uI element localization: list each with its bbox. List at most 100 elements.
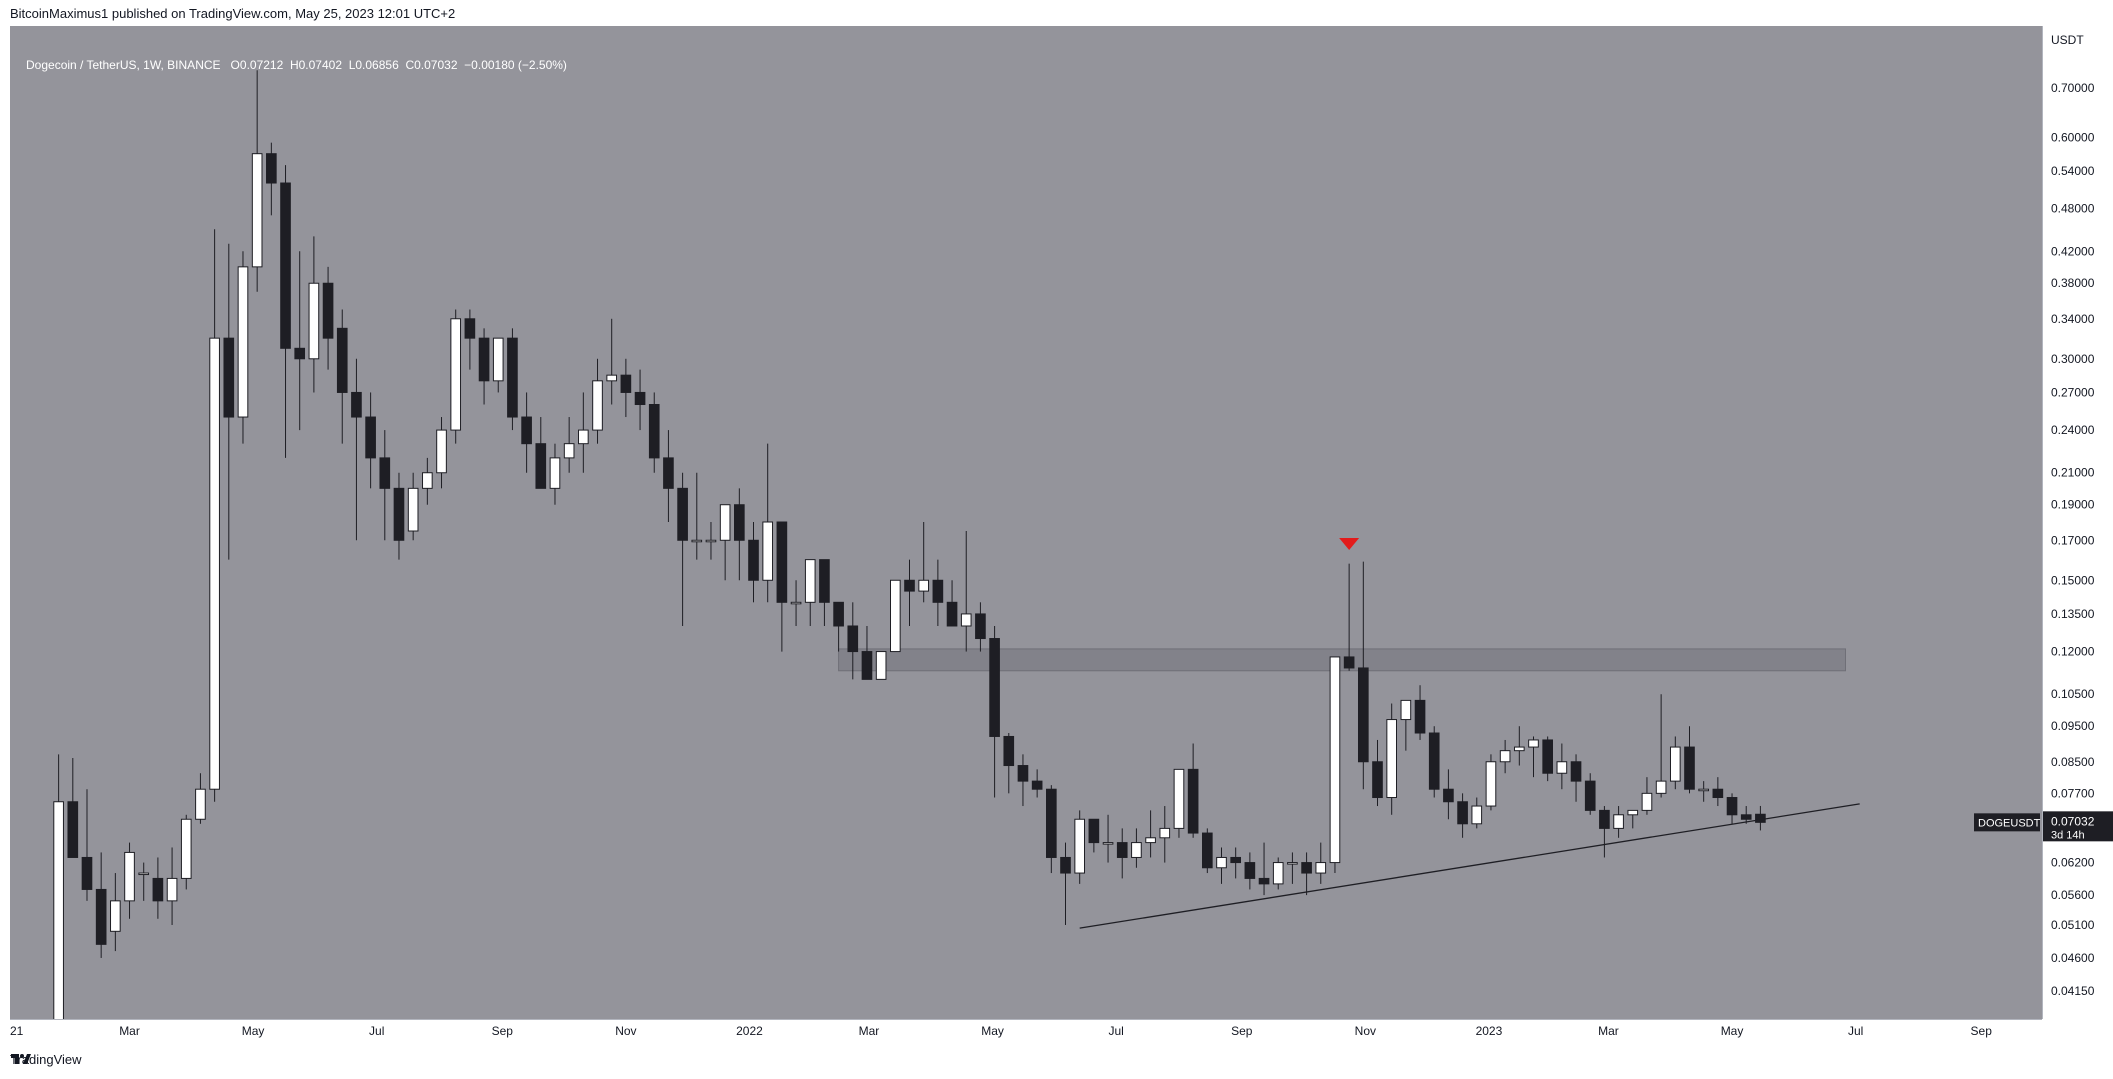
candle [762,443,774,603]
x-tick-label: Jul [369,1024,384,1038]
candle [407,472,419,541]
legend-high-label: H [289,58,299,72]
candle [875,651,887,680]
candle [1074,810,1086,884]
candle [989,625,1000,798]
candle-body-down [620,374,632,393]
candle-body-down [1017,765,1029,782]
candle [67,758,79,858]
candle [478,328,490,405]
candle-body-up [563,443,575,459]
candle [578,392,589,473]
candle [53,754,64,1019]
candle-body-up [1074,818,1086,874]
candle [209,229,220,802]
candle-body-up [1329,656,1341,864]
candle [280,165,291,458]
candle-body-up [180,818,192,879]
candle [1003,733,1015,794]
candle [691,472,703,560]
candle [634,369,646,431]
legend-close-label: C [405,58,415,72]
candle-body-down [648,404,660,459]
candle-body-down [1301,862,1312,874]
candle [450,309,462,444]
candle-body-up [195,788,206,820]
candle-body-up [790,601,802,605]
candle-body-up [1698,788,1709,792]
candle-body-up [1528,739,1539,748]
candle-body-down [819,559,830,603]
y-tick-label: 0.06200 [2051,856,2095,870]
candle [1428,726,1440,798]
candle [790,580,802,626]
ascending-support-line[interactable] [1079,803,1860,929]
candle [549,443,561,505]
candle-body-down [336,327,348,393]
candle-body-down [280,182,291,349]
last-price-value: 0.07032 [2051,814,2095,828]
candle [1669,736,1681,790]
price-axis[interactable]: USDT 0.70000 0.60000 0.54000 0.48000 0.42000 0… [2042,26,2113,1019]
candle [1187,743,1199,838]
candle [1570,754,1582,802]
candle-body-down [946,601,958,627]
candle [932,559,944,626]
candle-body-down [748,539,759,581]
y-tick-label: 0.05600 [2051,888,2095,902]
candle [748,522,759,603]
legend-change: −0.00180 (−2.50%) [464,58,567,72]
candle-body-up [1556,761,1568,774]
candle-body-down [1372,761,1383,799]
candle-body-up [549,457,561,489]
candlestick-chart[interactable]: DOGEUSDT [10,26,2042,1019]
candle [734,488,745,581]
x-tick-label: Nov [615,1024,636,1038]
tradingview-footer[interactable]: TradingView [10,1052,82,1067]
candle-body-down [535,443,547,489]
candle [1060,842,1071,925]
candle-body-down [1712,788,1724,799]
candle [1329,656,1341,874]
chart-pane[interactable]: DOGEUSDT Dogecoin / TetherUS, 1W, BINANC… [10,26,2042,1019]
candle [1485,754,1497,811]
candle-body-down [1187,768,1199,834]
candle-body-down [478,337,490,382]
time-axis[interactable]: 2021 Mar May Jul Sep Nov 2022 Mar May Jul Sep Nov 20… [10,1019,2042,1042]
y-tick-label: 0.04150 [2051,984,2095,998]
candle-body-up [1131,842,1142,858]
candle-body-down [1740,814,1752,820]
x-tick-label: Sep [492,1024,514,1038]
symbol-legend: Dogecoin / TetherUS, 1W, BINANCE O0.0721… [26,58,567,72]
candle-body-up [450,318,462,431]
candle [1712,777,1724,807]
candle [620,358,632,418]
candle-body-up [1272,862,1284,885]
candle-body-down [1726,797,1738,816]
candle-body-up [110,900,121,932]
y-tick-label: 0.10500 [2051,687,2095,701]
candle [776,521,788,652]
candle [563,417,575,473]
candle-body-up [1485,761,1497,807]
ticker-badge-label: DOGEUSDT [1978,817,2041,829]
y-tick-label: 0.48000 [2051,202,2095,216]
y-tick-label: 0.34000 [2051,312,2095,326]
legend-open: 0.07212 [239,58,284,72]
x-tick-label: May [1721,1024,1744,1038]
candle [1443,769,1454,820]
candle [1173,768,1185,838]
candle [1357,561,1369,790]
candle-body-down [904,579,915,592]
candle-body-up [407,487,419,532]
candle [804,559,816,626]
candle-body-down [1116,842,1128,858]
candle-body-down [1428,732,1440,790]
candle [266,142,277,216]
candle [1499,739,1511,774]
candle [180,814,192,890]
candle-body-down [847,625,859,653]
candle [251,70,263,292]
candle-body-up [53,801,64,1019]
candle [1315,842,1327,884]
